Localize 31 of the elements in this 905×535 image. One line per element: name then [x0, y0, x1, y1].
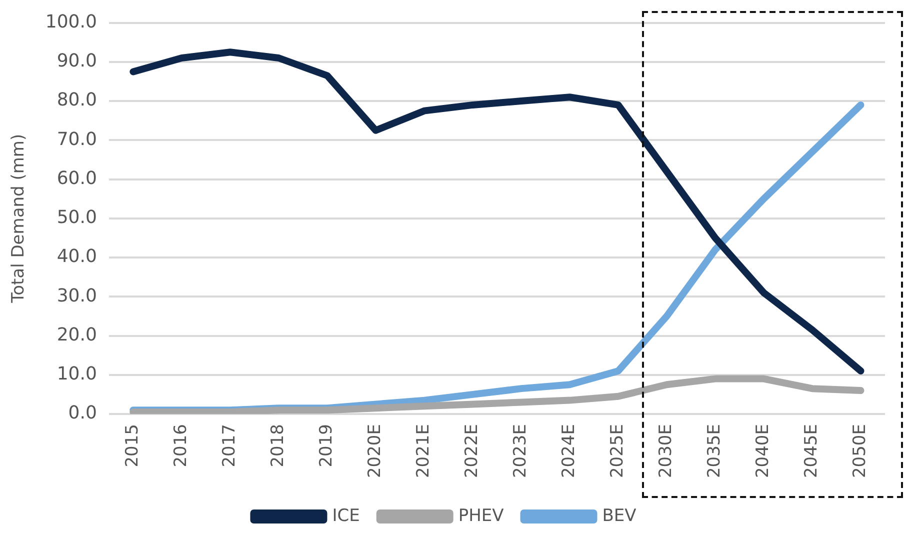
y-tick-label: 100.0	[45, 11, 97, 32]
legend-label: BEV	[602, 506, 637, 526]
x-tick-label: 2023E	[510, 424, 531, 478]
y-tick-label: 70.0	[56, 128, 97, 150]
x-tick-label: 2021E	[414, 424, 434, 478]
x-tick-label: 2050E	[850, 424, 870, 478]
y-tick-label: 10.0	[56, 364, 97, 385]
y-tick-label: 50.0	[56, 207, 97, 228]
y-tick-label: 30.0	[56, 285, 97, 306]
x-tick-label: 2035E	[704, 424, 725, 478]
x-tick-label: 2017	[220, 424, 240, 468]
x-tick-label: 2024E	[559, 424, 580, 478]
y-tick-label: 80.0	[56, 90, 97, 111]
x-tick-label: 2015	[122, 424, 143, 468]
x-tick-label: 2018	[268, 424, 288, 468]
y-tick-label: 90.0	[56, 50, 97, 72]
x-tick-label: 2025E	[608, 424, 628, 478]
y-tick-label: 0.0	[68, 402, 97, 424]
x-tick-label: 2045E	[802, 424, 822, 478]
legend-label: ICE	[332, 506, 360, 526]
y-tick-label: 60.0	[56, 168, 97, 189]
legend-label: PHEV	[458, 506, 504, 526]
x-tick-label: 2030E	[656, 424, 676, 478]
x-tick-label: 2019	[316, 424, 337, 468]
x-tick-label: 2022E	[462, 424, 482, 478]
x-tick-label: 2016	[171, 424, 192, 468]
y-tick-label: 20.0	[56, 324, 97, 346]
x-tick-label: 2020E	[365, 424, 386, 478]
x-tick-label: 2040E	[753, 424, 774, 478]
y-tick-label: 40.0	[56, 246, 97, 268]
y-axis-title: Total Demand (mm)	[8, 134, 29, 304]
